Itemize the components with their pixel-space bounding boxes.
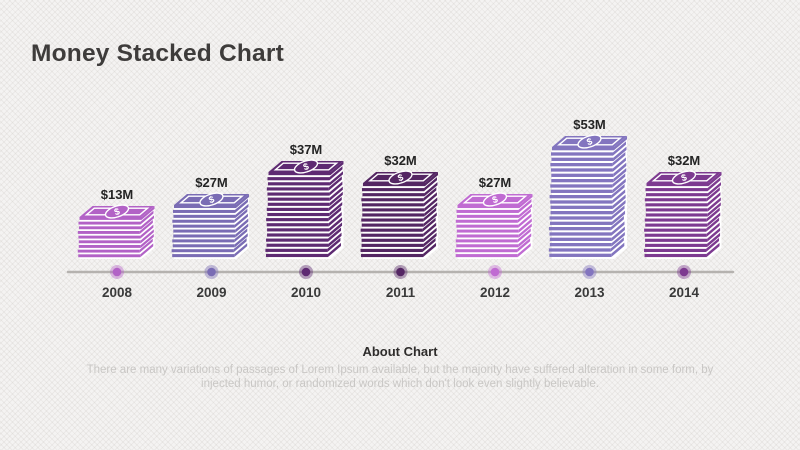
year-label-2013: 2013 <box>574 285 605 300</box>
slide-title: Money Stacked Chart <box>31 40 284 67</box>
value-label-2008: $13M <box>101 187 134 202</box>
money-stack-2009: $ $27M <box>171 175 249 259</box>
money-stack-2012: $ $27M <box>455 175 533 259</box>
dollar-sign-icon: $ <box>396 172 405 184</box>
money-stack-2008: $ $13M <box>77 187 155 259</box>
dollar-oval-icon <box>199 192 224 207</box>
dollar-sign-icon: $ <box>585 136 594 148</box>
timeline-dot-2009 <box>204 265 219 279</box>
value-label-2012: $27M <box>479 175 512 190</box>
dollar-sign-icon: $ <box>491 194 500 206</box>
dollar-sign-icon: $ <box>207 194 216 206</box>
timeline-dot-2010 <box>299 265 313 279</box>
year-label-2009: 2009 <box>196 285 226 300</box>
year-label-2008: 2008 <box>102 285 133 300</box>
dollar-oval-icon <box>388 170 413 185</box>
value-label-2011: $32M <box>384 153 417 168</box>
dollar-sign-icon: $ <box>113 206 122 218</box>
timeline-dot-2012 <box>488 265 502 279</box>
about-chart-section: About Chart There are many variations of… <box>60 344 740 391</box>
dollar-oval-icon <box>293 159 319 174</box>
dollar-oval-icon <box>577 134 602 149</box>
value-label-2010: $37M <box>290 142 323 157</box>
timeline-dot-2014 <box>677 265 691 279</box>
year-label-2010: 2010 <box>291 285 321 300</box>
dollar-oval-icon <box>482 192 508 207</box>
money-stack-2013: $ $53M <box>548 117 627 259</box>
dollar-sign-icon: $ <box>302 161 311 173</box>
timeline-dot-2008 <box>110 265 124 279</box>
money-stack-2011: $ $32M <box>360 153 438 259</box>
about-chart-title: About Chart <box>362 344 438 359</box>
about-chart-body: There are many variations of passages of… <box>86 364 714 390</box>
year-label-2011: 2011 <box>386 285 416 300</box>
timeline-dot-2013 <box>582 265 597 279</box>
dollar-oval-icon <box>671 170 697 185</box>
value-label-2014: $32M <box>668 153 701 168</box>
money-stack-2014: $ $32M <box>644 153 722 259</box>
value-label-2009: $27M <box>195 175 228 190</box>
value-label-2013: $53M <box>573 117 606 132</box>
year-label-2012: 2012 <box>480 285 510 300</box>
dollar-oval-icon <box>104 204 130 219</box>
year-label-2014: 2014 <box>669 285 700 300</box>
timeline-dot-2011 <box>393 265 408 279</box>
dollar-sign-icon: $ <box>680 172 689 184</box>
money-stack-2010: $ $37M <box>265 142 344 259</box>
